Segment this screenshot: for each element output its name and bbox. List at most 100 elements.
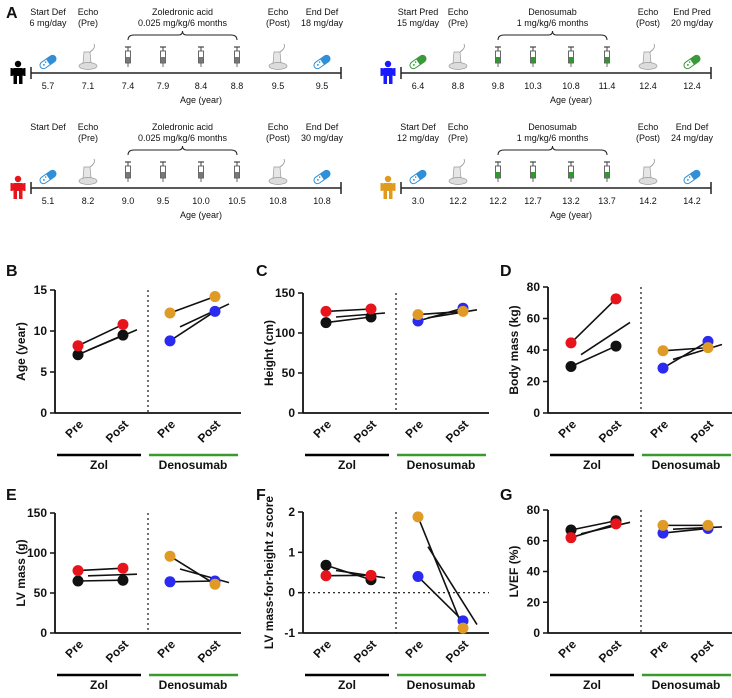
age-value: 12.2 (449, 196, 467, 206)
series-line (418, 577, 463, 621)
data-point-orange (413, 309, 424, 320)
person-leg-icon (389, 76, 393, 84)
data-point-orange (458, 623, 469, 634)
data-point-blue (413, 571, 424, 582)
x-category-label: Pre (403, 637, 427, 661)
data-point-black (118, 575, 129, 586)
age-value: 8.8 (452, 81, 465, 91)
start-dose-label: 6 mg/day (29, 18, 67, 28)
zol-group-label: Zol (90, 458, 108, 472)
zol-group-label: Zol (583, 458, 601, 472)
end-dose-label: 24 mg/day (671, 133, 714, 143)
age-value: 14.2 (639, 196, 657, 206)
drug-bracket (128, 31, 237, 40)
y-tick-label: 0 (40, 406, 47, 420)
data-point-blue (658, 363, 669, 374)
syringe-fill (605, 172, 609, 178)
series-line (78, 568, 123, 570)
person-leg-icon (14, 76, 18, 84)
x-category-label: Post (443, 637, 471, 665)
drug-bracket (128, 146, 237, 155)
zol-group-label: Zol (338, 458, 356, 472)
age-value: 7.1 (82, 81, 95, 91)
y-tick-label: 0 (288, 406, 295, 420)
person-leg-icon (19, 76, 23, 84)
data-point-red (566, 337, 577, 348)
x-category-label: Pre (311, 417, 335, 441)
person-body-icon (13, 68, 24, 76)
pill-icon (39, 54, 58, 70)
age-value: 8.2 (82, 196, 95, 206)
y-axis-label: Height (cm) (262, 320, 276, 386)
age-value: 7.9 (157, 81, 170, 91)
age-value: 8.4 (195, 81, 208, 91)
ultrasound-probe-icon (273, 167, 281, 178)
pill-icon (409, 54, 428, 70)
denosumab-group-label: Denosumab (652, 678, 721, 692)
ultrasound-base (449, 63, 467, 70)
person-arm-icon (393, 183, 395, 191)
pill-icon (313, 54, 332, 70)
y-tick-label: 60 (527, 312, 541, 326)
series-line (78, 335, 123, 355)
x-category-label: Post (103, 637, 131, 665)
panel-letter-B: B (6, 263, 18, 280)
age-value: 9.8 (492, 81, 505, 91)
ultrasound-cable (460, 159, 465, 167)
drug-dose-label: 0.025 mg/kg/6 months (138, 133, 228, 143)
ultrasound-base (449, 178, 467, 185)
x-category-label: Pre (556, 637, 580, 661)
series-line (326, 309, 371, 311)
data-point-orange (658, 520, 669, 531)
end-label: End Def (306, 122, 339, 132)
y-tick-label: -1 (284, 626, 295, 640)
syringe-fill (235, 172, 239, 178)
person-arm-icon (393, 68, 395, 76)
ultrasound-cable (460, 44, 465, 52)
person-arm-icon (11, 68, 13, 76)
ultrasound-probe-icon (273, 52, 281, 63)
echo-pre-sublabel: (Pre) (78, 18, 98, 28)
data-point-black (321, 560, 332, 571)
echo-post-label: Echo (638, 122, 659, 132)
ultrasound-cable (90, 159, 95, 167)
ultrasound-cable (650, 159, 655, 167)
age-value: 12.4 (683, 81, 701, 91)
echo-pre-sublabel: (Pre) (448, 133, 468, 143)
data-point-red (566, 532, 577, 543)
age-value: 10.3 (524, 81, 542, 91)
x-category-label: Post (195, 637, 223, 665)
data-point-orange (165, 551, 176, 562)
person-arm-icon (23, 68, 25, 76)
timeline-axis-label: Age (year) (550, 95, 592, 105)
person-arm-icon (11, 183, 13, 191)
data-point-red (611, 293, 622, 304)
data-point-orange (703, 342, 714, 353)
data-point-red (118, 319, 129, 330)
echo-post-sublabel: (Post) (636, 18, 660, 28)
echo-pre-label: Echo (448, 122, 469, 132)
ultrasound-probe-icon (453, 167, 461, 178)
data-point-red (118, 563, 129, 574)
ultrasound-probe-icon (643, 167, 651, 178)
data-point-orange (165, 307, 176, 318)
ultrasound-base (639, 63, 657, 70)
person-leg-icon (389, 191, 393, 199)
data-point-orange (703, 520, 714, 531)
mean-line (581, 322, 630, 354)
y-tick-label: 2 (288, 505, 295, 519)
ultrasound-probe-icon (643, 52, 651, 63)
syringe-fill (496, 172, 500, 178)
y-axis-label: LV mass-for-height z score (262, 496, 276, 649)
person-leg-icon (384, 76, 388, 84)
age-value: 10.5 (228, 196, 246, 206)
drug-dose-label: 1 mg/kg/6 months (517, 18, 589, 28)
data-point-red (611, 518, 622, 529)
syringe-fill (199, 172, 203, 178)
